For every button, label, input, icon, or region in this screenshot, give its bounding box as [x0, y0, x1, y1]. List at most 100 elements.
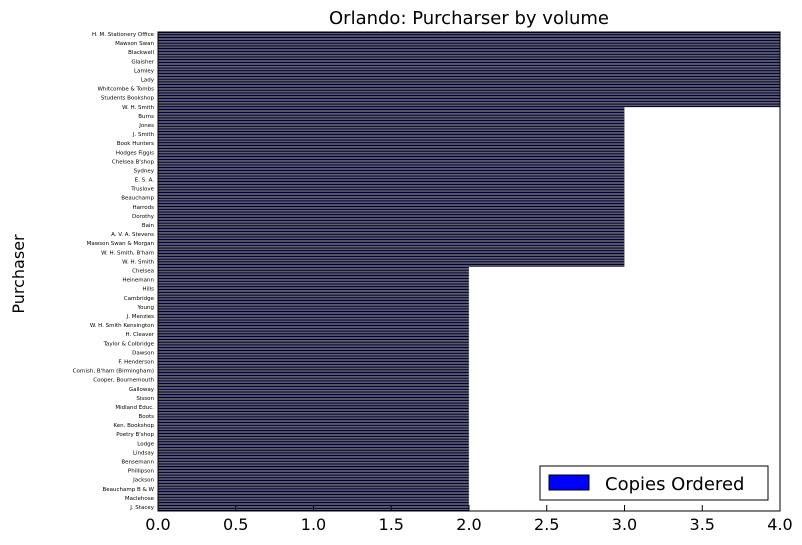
bar — [157, 351, 470, 354]
x-tick-label: 4.0 — [767, 515, 792, 534]
bar — [157, 265, 625, 267]
plot-frame — [157, 31, 781, 512]
y-tick-label: Jones — [138, 123, 154, 129]
y-tick-label: Harrods — [132, 205, 154, 211]
y-axis-label: Purchaser — [9, 234, 28, 314]
bar — [157, 410, 470, 413]
bar — [157, 484, 470, 487]
bar — [157, 398, 470, 401]
bar — [157, 142, 625, 145]
bar — [157, 308, 470, 311]
bar — [157, 72, 781, 75]
y-tick-label: Cornish, B'ham (Birmingham) — [73, 369, 154, 375]
bar — [157, 277, 470, 280]
bar — [157, 178, 625, 181]
bar — [157, 47, 781, 50]
y-tick-label: Book Hunters — [117, 141, 154, 147]
bar — [157, 271, 470, 274]
bar — [157, 316, 470, 319]
bar — [157, 499, 470, 502]
bar — [157, 326, 470, 329]
bar — [157, 149, 625, 152]
bar — [157, 139, 625, 142]
x-tick-label: 0.0 — [145, 515, 170, 534]
bar — [157, 501, 470, 504]
bar — [157, 222, 625, 225]
bar — [157, 440, 470, 443]
bar — [157, 373, 470, 375]
y-tick-label: Lodge — [137, 441, 154, 447]
bar — [157, 166, 625, 169]
bar — [157, 193, 625, 195]
bar — [157, 233, 625, 236]
bar — [157, 188, 625, 191]
bar — [157, 122, 625, 125]
bar — [157, 53, 781, 56]
y-tick-label: Cambridge — [124, 296, 155, 302]
x-tick-label: 2.5 — [534, 515, 559, 534]
bar — [157, 335, 470, 338]
bar — [157, 330, 470, 333]
y-tick-label: E. S. A. — [135, 178, 155, 184]
bar — [157, 413, 470, 416]
bar — [157, 496, 470, 499]
chart-title: Orlando: Purcharser by volume — [329, 8, 609, 29]
bar — [157, 125, 625, 128]
bar — [157, 290, 470, 293]
bar — [157, 376, 470, 379]
y-tick-label: Ken. Bookshop — [113, 423, 154, 429]
x-tick-label: 1.5 — [379, 515, 404, 534]
bar — [157, 374, 470, 377]
bar — [157, 232, 625, 235]
bar — [157, 426, 470, 429]
bar — [157, 435, 470, 438]
bar — [157, 473, 470, 476]
bar — [157, 199, 625, 202]
bar — [157, 117, 625, 120]
y-tick-label: Bensemann — [121, 460, 154, 466]
bar — [157, 158, 625, 161]
y-tick-label: H. Cleaver — [125, 332, 154, 338]
bar — [157, 180, 625, 183]
bar — [157, 477, 470, 480]
bar — [157, 490, 470, 493]
y-tick-label: Galloway — [129, 387, 155, 393]
bar — [157, 210, 625, 213]
y-tick-label: Whitcombe & Tombs — [97, 87, 154, 93]
bar — [157, 412, 470, 415]
bar — [157, 214, 625, 217]
y-tick-label: F. Henderson — [118, 359, 154, 365]
bar — [157, 340, 470, 343]
bar — [157, 60, 781, 62]
bar — [157, 44, 781, 47]
bar — [157, 211, 625, 214]
y-tick-label: Phillipson — [128, 469, 155, 475]
bar — [157, 446, 470, 449]
bar — [157, 33, 781, 36]
bar — [157, 387, 470, 390]
bar — [157, 379, 470, 382]
bar — [157, 485, 470, 488]
bar — [157, 202, 625, 205]
bar — [157, 479, 470, 482]
bar — [157, 41, 781, 44]
bar — [157, 430, 470, 433]
bar — [157, 83, 781, 86]
bar — [157, 445, 470, 447]
bar — [157, 121, 625, 123]
bar — [157, 243, 625, 246]
x-tick-label: 1.0 — [301, 515, 326, 534]
bar — [157, 391, 470, 394]
bar — [157, 141, 625, 144]
bar — [157, 294, 470, 297]
y-tick-label: Hodges Figgis — [116, 150, 154, 156]
bar — [157, 185, 625, 188]
x-tick-label: 0.5 — [223, 515, 248, 534]
bar — [157, 183, 625, 186]
bar — [157, 390, 470, 393]
bar — [157, 186, 625, 189]
y-tick-label: Bain — [142, 223, 155, 229]
bar — [157, 100, 781, 103]
y-tick-label: Heinemann — [122, 278, 154, 284]
bar — [157, 205, 625, 208]
